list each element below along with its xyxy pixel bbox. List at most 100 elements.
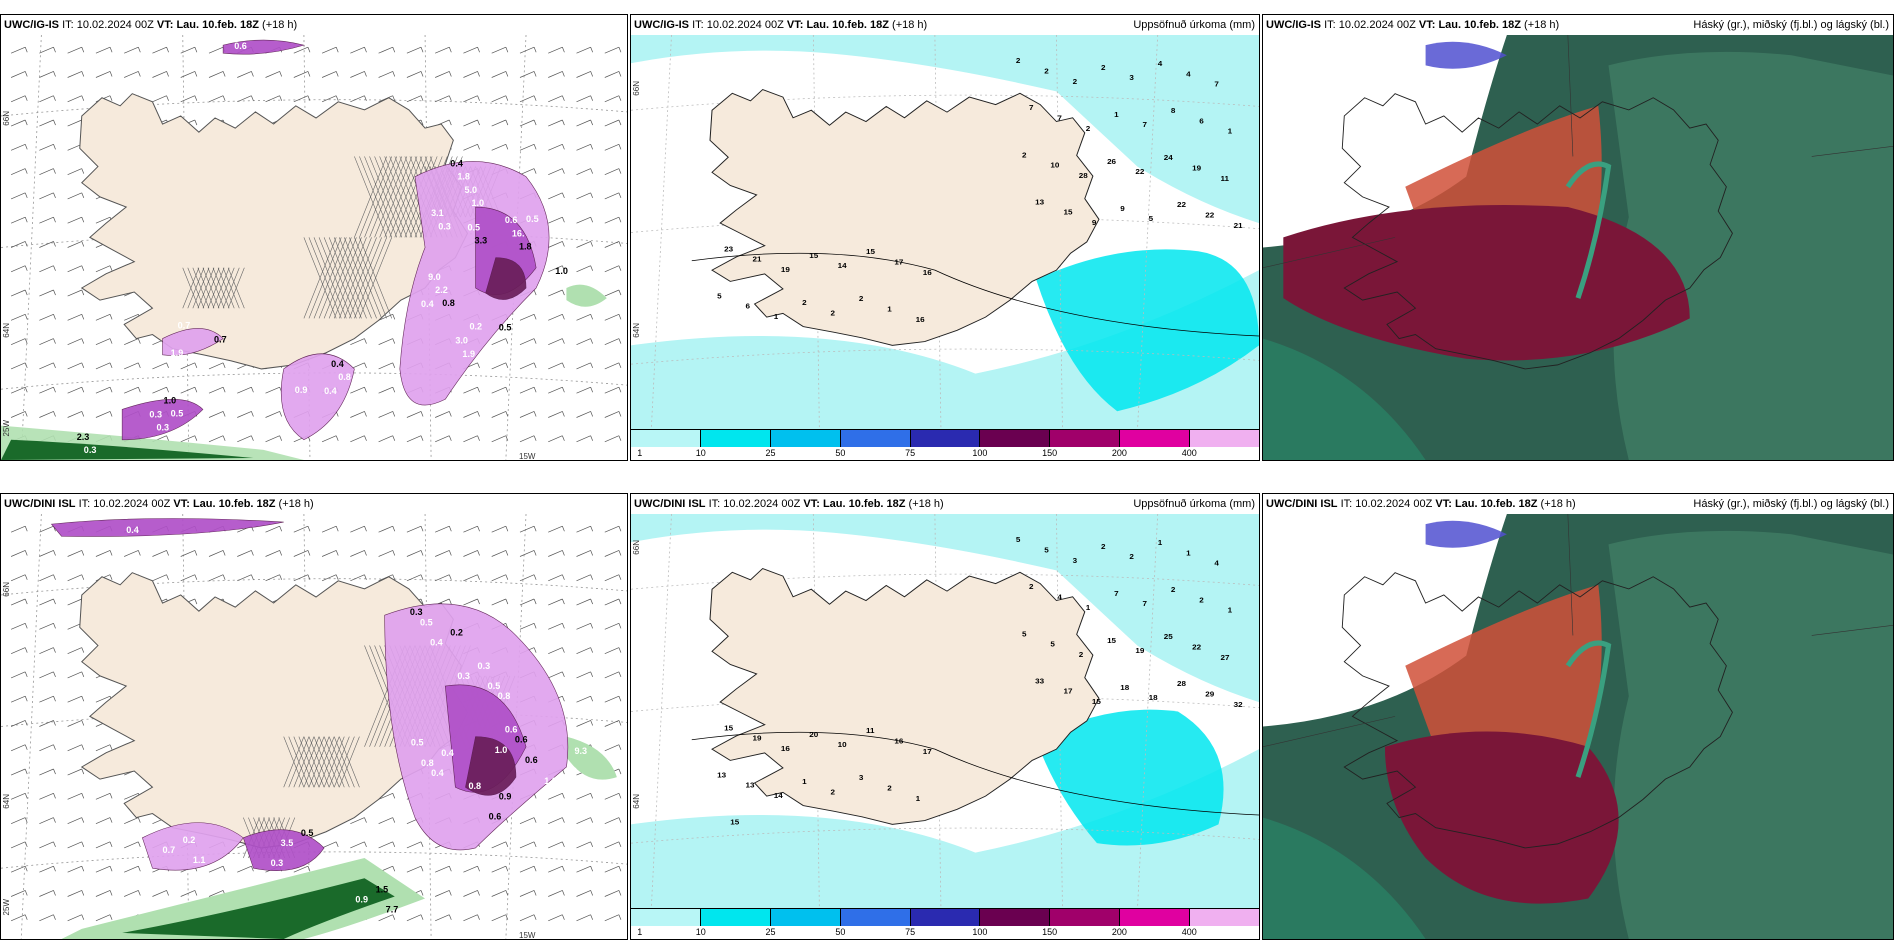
panel-header: UWC/IG-IS IT: 10.02.2024 00Z VT: Lau. 10… bbox=[631, 15, 1259, 35]
colorbar-tick-label: 100 bbox=[972, 448, 988, 458]
precip-value: 0.3 bbox=[457, 671, 470, 681]
init-time: 10.02.2024 00Z bbox=[1338, 19, 1416, 31]
accum-value: 2 bbox=[1101, 63, 1106, 72]
map-area[interactable]: 0.30.50.60.80.91.13.59.17.79.30.40.30.60… bbox=[1, 514, 627, 939]
accum-value: 11 bbox=[1221, 174, 1230, 183]
precip-values: 0.4 0.5 0.6 0.4 0.5 0.4 0.3 0.6 0.7 0.6 2.6 1.8 3.3 1… bbox=[70, 35, 568, 455]
colorbar-cell bbox=[1120, 909, 1191, 926]
valid-time: Lau. 10.feb. 18Z bbox=[1438, 19, 1521, 31]
boundary-line bbox=[691, 731, 1259, 816]
accum-value: 2 bbox=[1073, 77, 1078, 86]
lat-label-66n: 66N bbox=[2, 111, 11, 126]
precip-value: 0.4 bbox=[421, 299, 434, 309]
accum-value: 10 bbox=[1050, 161, 1060, 170]
accum-value: 2 bbox=[1044, 67, 1049, 76]
precip-value: 2.3 bbox=[77, 432, 90, 442]
iceland-outline bbox=[1341, 93, 1733, 370]
accum-value: 27 bbox=[1221, 653, 1230, 662]
accum-value: 8 bbox=[1171, 106, 1176, 115]
colorbar-cell bbox=[840, 430, 911, 447]
precip-value: 0.2 bbox=[106, 535, 119, 545]
precip-value: 0.5 bbox=[171, 408, 184, 418]
accum-value: 14 bbox=[774, 791, 784, 800]
accum-value: 6 bbox=[745, 302, 750, 311]
accum-value: 4 bbox=[1186, 70, 1191, 79]
accum-value: 1 bbox=[1228, 127, 1233, 136]
accum-value: 4 bbox=[1214, 559, 1219, 568]
precip-value: 0.7 bbox=[178, 320, 191, 330]
precip-value: 9.0 bbox=[428, 272, 441, 282]
init-time: 10.02.2024 00Z bbox=[706, 19, 784, 31]
precip-value: 1.0 bbox=[555, 266, 568, 276]
precip-value: 1.0 bbox=[495, 745, 508, 755]
precip-value: 0.3 bbox=[410, 607, 423, 617]
precip-value: 0.6 bbox=[70, 419, 83, 429]
precip-value: 0.5 bbox=[467, 222, 480, 232]
accum-value: 17 bbox=[1064, 687, 1073, 696]
precip-value: 3.1 bbox=[431, 208, 444, 218]
precip-value: 0.6 bbox=[505, 215, 518, 225]
precip-value: 0.9 bbox=[355, 895, 368, 905]
graticule bbox=[1263, 35, 1893, 269]
precip-value: 0.6 bbox=[489, 812, 502, 822]
colorbar-tick-label: 50 bbox=[835, 448, 846, 458]
precip-value: 1.0 bbox=[548, 253, 561, 263]
lead-time: (+18 h) bbox=[908, 498, 944, 510]
map-area[interactable]: 5 5 3 2 2 1 1 4 2 4 1 7 7 2 2 1 5 5 2 15 19 25 22 27 33 17 15 18 18 2… bbox=[631, 514, 1259, 909]
lead-time: (+18 h) bbox=[278, 498, 314, 510]
accum-value: 2 bbox=[1079, 650, 1084, 659]
accum-value: 23 bbox=[724, 245, 734, 254]
colorbar-tick-label: 75 bbox=[905, 448, 916, 458]
precip-value: 0.5 bbox=[420, 617, 433, 627]
colorbar-cell bbox=[631, 430, 701, 447]
accum-value: 6 bbox=[1199, 117, 1204, 126]
precip-value: 3.0 bbox=[455, 336, 468, 346]
accum-value: 2 bbox=[1086, 124, 1091, 133]
map-svg: 0.30.50.60.80.91.13.59.17.79.30.40.30.60… bbox=[1, 514, 627, 939]
accum-value: 17 bbox=[923, 747, 932, 756]
accum-value: 15 bbox=[809, 251, 819, 260]
accum-value: 2 bbox=[1022, 151, 1027, 160]
precip-value: 0.9 bbox=[499, 791, 512, 801]
precip-value: 0.4 bbox=[324, 386, 337, 396]
valid-time: Lau. 10.feb. 18Z bbox=[1454, 498, 1538, 510]
accum-value: 1 bbox=[1158, 538, 1163, 547]
colorbar-cell bbox=[1050, 909, 1121, 926]
precip-value: 0.3 bbox=[438, 221, 451, 231]
iceland-outline bbox=[1341, 572, 1733, 849]
lead-time: (+18 h) bbox=[1540, 498, 1576, 510]
accum-value: 10 bbox=[838, 741, 848, 750]
precip-value: 0.8 bbox=[442, 298, 455, 308]
precip-value: 0.5 bbox=[488, 681, 501, 691]
colorbar-tick-label: 100 bbox=[972, 927, 988, 937]
precip-value: 16. bbox=[512, 228, 525, 238]
map-area[interactable] bbox=[1263, 35, 1893, 460]
precip-value: 0.5 bbox=[411, 738, 424, 748]
precip-value: 1.0 bbox=[164, 395, 177, 405]
lon-label-15w: 15W bbox=[519, 931, 536, 940]
accum-value: 2 bbox=[887, 784, 892, 793]
init-time: 10.02.2024 00Z bbox=[723, 498, 801, 510]
accum-value: 18 bbox=[1120, 683, 1130, 692]
model-name: UWC/IG-IS bbox=[1266, 19, 1321, 31]
colorbar-cell bbox=[980, 430, 1051, 447]
panel-bottom-middle: UWC/DINI ISL IT: 10.02.2024 00Z VT: Lau.… bbox=[630, 493, 1260, 940]
precip-values: 0.30.50.60.80.91.13.59.17.79.30.40.30.60… bbox=[86, 514, 587, 915]
colorbar-tick-label: 400 bbox=[1181, 448, 1197, 458]
colorbar-tick-label: 200 bbox=[1111, 448, 1127, 458]
accum-value: 7 bbox=[1114, 589, 1119, 598]
precip-value: 0.6 bbox=[505, 725, 518, 735]
colorbar-cell bbox=[1050, 430, 1121, 447]
accum-value: 1 bbox=[774, 312, 779, 321]
map-area[interactable]: 0.4 0.5 0.6 0.4 0.5 0.4 0.3 0.6 0.7 0.6 2.6 1.8 3.3 1… bbox=[1, 35, 627, 460]
map-area[interactable]: 2 2 2 2 3 4 4 7 7 7 2 1 7 8 6 1 2 10 28 26 22 24 19 11 13 15 9 9 5 22… bbox=[631, 35, 1259, 430]
accum-value: 13 bbox=[745, 781, 755, 790]
precip-green bbox=[1, 284, 607, 460]
map-svg: 2222344777217861210282622241911131599522… bbox=[631, 35, 1259, 430]
map-area[interactable] bbox=[1263, 514, 1893, 939]
panel-title: Háský (gr.), miðský (fj.bl.) og lágský (… bbox=[1693, 19, 1889, 31]
accum-value: 5 bbox=[1044, 546, 1049, 555]
precip-value: 0.4 bbox=[431, 768, 444, 778]
colorbar-tick-label: 150 bbox=[1042, 448, 1058, 458]
colorbar-tick-label: 200 bbox=[1111, 927, 1127, 937]
